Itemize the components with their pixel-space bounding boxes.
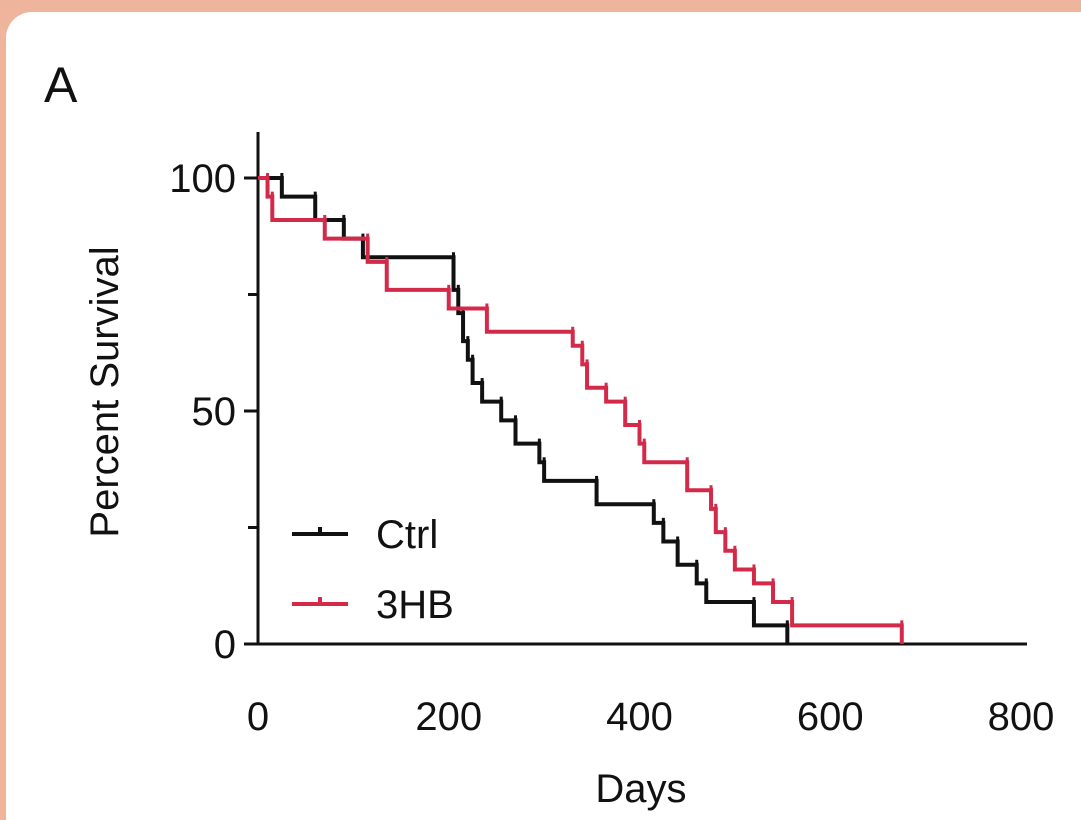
x-tick-label: 800 [988, 695, 1055, 739]
panel-label: A [44, 57, 78, 113]
legend: Ctrl 3HB [292, 513, 454, 627]
x-tick-label: 400 [606, 695, 673, 739]
series-3HB [258, 173, 904, 644]
y-tick-label: 0 [214, 623, 236, 667]
x-axis-title: Days [595, 767, 686, 811]
series-Ctrl [258, 173, 790, 644]
figure-card: A 0 50 100 0 200 400 600 800 Percent Survival D… [6, 12, 1081, 820]
x-tick-label: 600 [797, 695, 864, 739]
y-tick-label: 100 [169, 157, 236, 201]
series-layer [258, 173, 904, 644]
survival-line-Ctrl [258, 176, 790, 644]
x-tick-label: 0 [247, 695, 269, 739]
axis-ticks: 0 50 100 0 200 400 600 800 [169, 157, 1054, 739]
axes [256, 132, 1027, 646]
y-tick-label: 50 [192, 390, 237, 434]
legend-item-Ctrl: Ctrl [292, 513, 438, 557]
x-tick-label: 200 [415, 695, 482, 739]
survival-chart: A 0 50 100 0 200 400 600 800 Percent Survival D… [44, 57, 1054, 811]
survival-line-3HB [258, 176, 904, 644]
legend-label: 3HB [376, 583, 454, 627]
y-axis-title: Percent Survival [83, 246, 127, 537]
legend-item-3HB: 3HB [292, 583, 454, 627]
legend-label: Ctrl [376, 513, 438, 557]
